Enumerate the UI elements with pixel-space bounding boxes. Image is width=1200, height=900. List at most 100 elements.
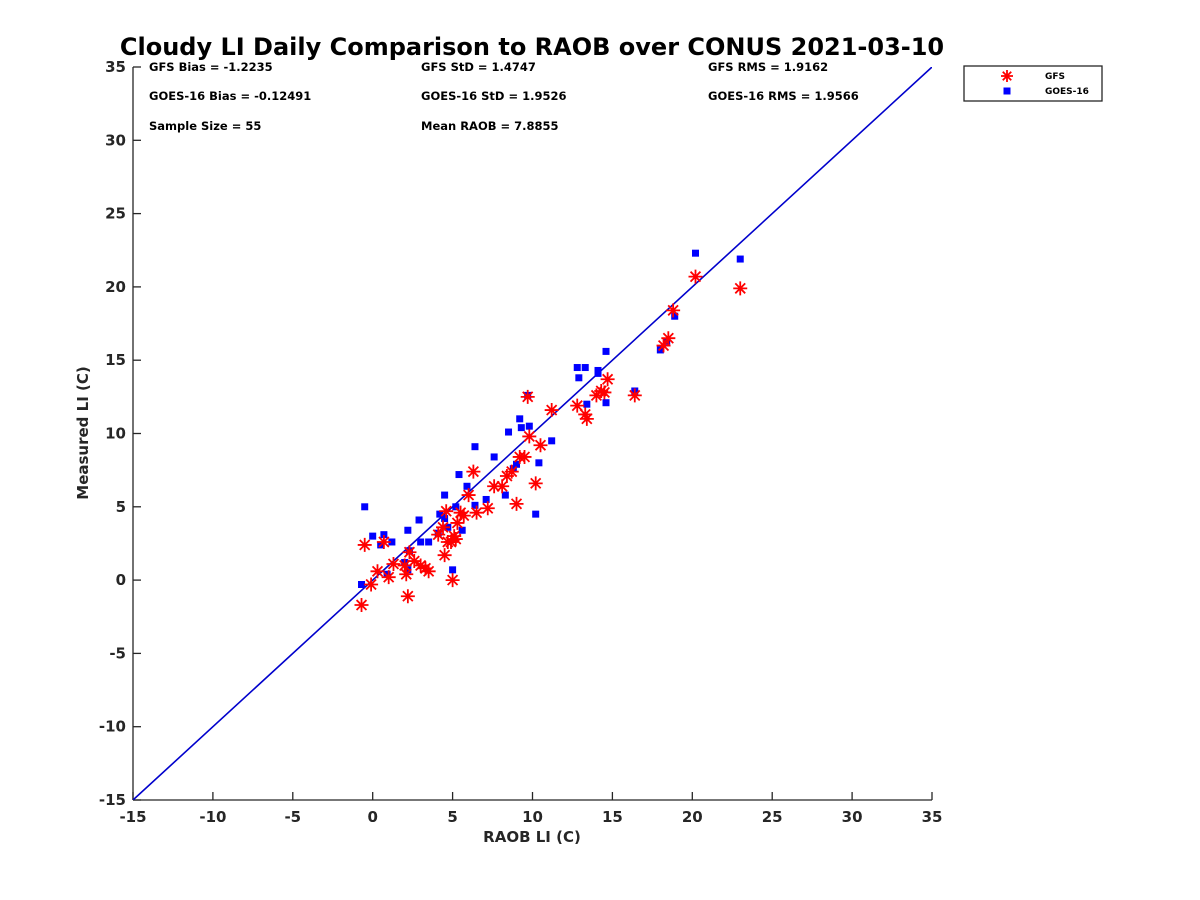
x-tick-label: 30 — [842, 808, 863, 826]
gfs-point — [509, 496, 524, 511]
goes16-point — [380, 531, 388, 539]
gfs-point — [688, 269, 703, 284]
gfs-point — [733, 281, 748, 296]
gfs-point — [399, 567, 414, 582]
gfs-point — [578, 407, 593, 422]
y-tick-label: 35 — [105, 58, 126, 76]
gfs-point — [480, 501, 495, 516]
x-axis-label: RAOB LI (C) — [483, 828, 581, 846]
goes16-point — [736, 255, 744, 263]
goes16-point — [388, 538, 396, 546]
gfs-point — [656, 338, 671, 353]
goes16-point — [383, 570, 391, 578]
axes: -15 -10 -5 0 5 10 15 20 25 30 35 -15 -10 -5 0 5 10 15 20 25… — [99, 58, 943, 826]
y-tick-label: 10 — [105, 425, 126, 443]
gfs-point — [357, 537, 372, 552]
gfs-point — [364, 577, 379, 592]
gfs-point — [437, 548, 452, 563]
goes16-point — [452, 503, 460, 511]
x-tick-label: 5 — [447, 808, 457, 826]
goes16-point — [691, 249, 699, 257]
legend-gfs-label: GFS — [1045, 72, 1065, 82]
stat-annotation: GOES-16 RMS = 1.9566 — [708, 89, 859, 103]
gfs-point — [444, 534, 459, 549]
x-tick-label: 15 — [602, 808, 623, 826]
gfs-point — [528, 476, 543, 491]
goes16-point — [513, 460, 521, 468]
goes16-point — [581, 364, 589, 372]
gfs-point — [517, 449, 532, 464]
gfs-point — [666, 303, 681, 318]
goes16-point — [417, 538, 425, 546]
goes16-point — [482, 495, 490, 503]
goes16-point — [490, 453, 498, 461]
gfs-point — [520, 389, 535, 404]
gfs-point — [402, 545, 417, 560]
gfs-point — [487, 479, 502, 494]
data-marks — [133, 67, 932, 800]
y-tick-label: 0 — [116, 571, 126, 589]
goes16-point — [583, 400, 591, 408]
legend-box — [963, 65, 1103, 102]
legend: GFS GOES-16 — [963, 65, 1103, 102]
goes16-point — [361, 503, 369, 511]
gfs-point — [461, 488, 476, 503]
gfs-point — [400, 589, 415, 604]
goes16-point — [415, 516, 423, 524]
goes16-point — [463, 482, 471, 490]
gfs-point — [407, 554, 422, 569]
gfs-point — [431, 527, 446, 542]
goes16-point — [436, 510, 444, 518]
goes16-point — [602, 399, 610, 407]
y-tick-label: 20 — [105, 278, 126, 296]
goes16-point — [594, 369, 602, 377]
gfs-point — [376, 534, 391, 549]
stat-annotation: GOES-16 Bias = -0.12491 — [149, 89, 311, 103]
goes16-point — [449, 566, 457, 574]
gfs-point — [600, 372, 615, 387]
gfs-point — [495, 479, 510, 494]
goes16-point — [509, 465, 517, 473]
gfs-point — [456, 508, 471, 523]
gfs-point — [381, 570, 396, 585]
goes16-point — [548, 437, 556, 445]
goes16-point — [516, 415, 524, 423]
goes16-point — [525, 422, 533, 430]
x-tick-label: 20 — [682, 808, 703, 826]
gfs-point — [533, 438, 548, 453]
gfs-point — [448, 532, 463, 547]
x-tick-label: 35 — [922, 808, 943, 826]
gfs-point — [397, 558, 412, 573]
goes16-point — [602, 347, 610, 355]
stat-annotation: GFS Bias = -1.2235 — [149, 60, 273, 74]
y-tick-label: 15 — [105, 351, 126, 369]
x-tick-label: -15 — [119, 808, 146, 826]
goes16-point — [671, 312, 679, 320]
legend-goes16-label: GOES-16 — [1045, 87, 1089, 97]
gfs-point — [661, 331, 676, 346]
y-tick-label: -15 — [99, 791, 126, 809]
gfs-point — [522, 429, 537, 444]
y-tick-label: 30 — [105, 131, 126, 149]
goes16-point — [441, 515, 449, 523]
x-tick-label: -10 — [199, 808, 226, 826]
goes16-point — [575, 374, 583, 382]
goes16-point — [441, 491, 449, 499]
stat-annotation: Sample Size = 55 — [149, 119, 261, 133]
gfs-point — [469, 505, 484, 520]
legend-gfs-marker — [1001, 70, 1013, 82]
gfs-point — [570, 398, 585, 413]
y-tick-label: -10 — [99, 718, 126, 736]
gfs-point — [439, 504, 454, 519]
gfs-point — [504, 464, 519, 479]
goes16-point — [501, 491, 509, 499]
gfs-point — [445, 573, 460, 588]
goes16-point — [505, 428, 513, 436]
gfs-point — [447, 529, 462, 544]
gfs-point — [627, 388, 642, 403]
goes16-point — [455, 471, 463, 479]
chart-title: Cloudy LI Daily Comparison to RAOB over … — [120, 33, 944, 61]
x-tick-label: -5 — [284, 808, 301, 826]
legend-goes16-marker — [1003, 87, 1011, 95]
